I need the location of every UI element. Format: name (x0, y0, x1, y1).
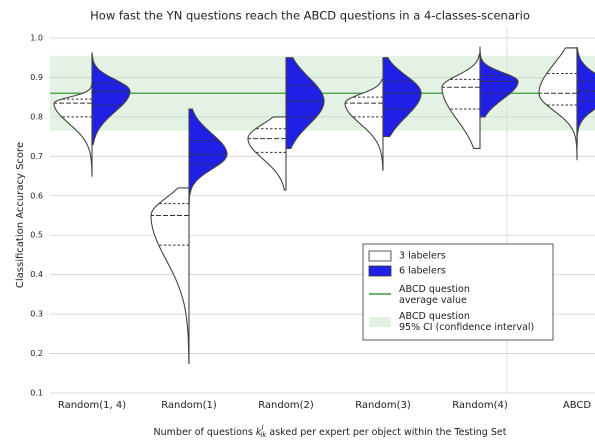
y-tick-label: 0.2 (30, 349, 43, 358)
violin-half (344, 78, 384, 171)
x-label-sup: l (261, 424, 263, 432)
x-tick-label: Random(4) (452, 400, 508, 411)
violin-half (188, 108, 228, 216)
x-axis-label: Number of questions kl ik asked per exper… (154, 424, 507, 439)
legend-swatch (368, 250, 392, 262)
legend-swatch (368, 265, 392, 277)
violin-half (150, 187, 190, 365)
x-tick-label: ABCD (563, 400, 592, 411)
x-tick-label: Random(2) (258, 400, 314, 411)
chart-title: How fast the YN questions reach the ABCD… (90, 9, 530, 23)
y-tick-label: 0.8 (30, 112, 43, 121)
violin-half (441, 53, 481, 149)
y-tick-label: 0.4 (30, 270, 43, 279)
x-label-sub: ik (260, 431, 267, 439)
x-label-symbol: k (256, 427, 262, 438)
y-tick-label: 1.0 (30, 34, 43, 43)
legend-label: 6 labelers (399, 266, 446, 277)
y-axis-label: Classification Accuracy Score (15, 142, 26, 288)
violin-half (53, 75, 93, 177)
y-tick-label: 0.3 (30, 310, 43, 319)
y-tick-label: 0.1 (30, 389, 43, 398)
legend-label: 3 labelers (399, 251, 446, 262)
legend-label: ABCD question 95% CI (confidence interval… (399, 311, 534, 333)
legend-label: ABCD question average value (399, 284, 470, 306)
y-tick-label: 0.6 (30, 191, 43, 200)
plot-area: 0.1 0.2 0.3 0.4 0.5 0.6 0.7 0.8 0.9 1.0 Random(1, … (30, 28, 595, 411)
y-tick-label: 0.5 (30, 231, 43, 240)
violin-half (382, 57, 422, 138)
violin-half (285, 57, 325, 149)
legend-box (362, 243, 554, 341)
violin-half (247, 116, 287, 191)
x-tick-label: Random(1) (161, 400, 217, 411)
x-tick-label: Random(1, 4) (58, 400, 126, 411)
y-tick-label: 0.9 (30, 73, 43, 82)
y-tick-label: 0.7 (30, 152, 43, 161)
x-label-part: Number of questions (154, 427, 256, 438)
x-label-part: asked per expert per object within the T… (266, 427, 506, 438)
legend-swatch (369, 317, 391, 327)
x-tick-label: Random(3) (355, 400, 411, 411)
violin-half (576, 47, 595, 149)
violin-half (91, 52, 131, 146)
